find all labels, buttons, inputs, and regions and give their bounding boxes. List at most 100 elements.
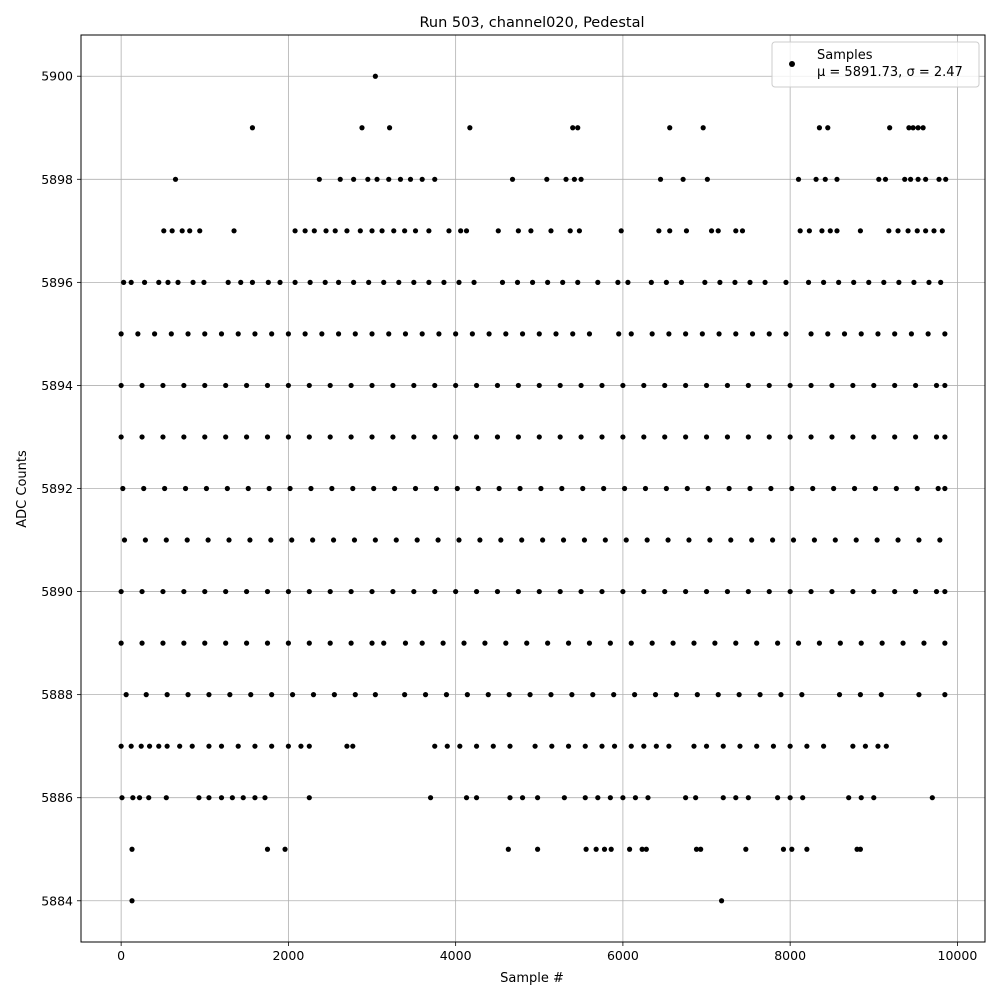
data-point [289,692,296,698]
data-point [804,743,810,749]
data-point [505,846,511,852]
data-point [766,382,772,389]
data-point [808,434,814,440]
data-point [495,228,501,234]
data-point [527,692,533,698]
data-point [822,176,828,182]
data-point [920,125,926,131]
data-point [146,743,153,749]
data-point [625,279,631,285]
data-point [702,279,708,285]
data-point [736,692,742,698]
data-point [419,331,425,337]
data-point [432,743,438,749]
data-point [667,228,673,234]
data-point [942,692,948,698]
data-point [374,176,380,182]
data-point [369,331,375,337]
data-point [715,692,721,698]
data-point [732,279,738,285]
data-point [883,743,889,749]
data-point [139,382,145,389]
data-point [248,692,254,698]
data-point [733,331,739,337]
data-point [857,846,863,852]
data-point [187,228,193,234]
data-point [770,743,777,749]
data-point [570,331,576,337]
data-point [143,692,149,698]
data-point [139,434,145,440]
data-point [775,640,781,646]
data-point [443,692,450,698]
data-point [453,382,459,389]
data-point [412,228,419,234]
data-point [881,279,887,285]
data-point [427,795,434,801]
data-point [703,588,710,595]
data-point [302,228,308,234]
data-point [548,692,554,698]
data-point [269,692,275,698]
data-point [693,795,699,801]
data-point [202,382,208,389]
data-point [813,176,819,182]
data-point [926,279,932,285]
data-point [642,485,649,492]
data-point [224,485,230,492]
data-point [754,640,760,646]
data-point [471,279,477,285]
data-point [733,795,739,801]
data-point [433,485,440,492]
data-point [871,795,877,801]
data-point [561,795,567,801]
data-point [931,228,937,234]
data-point [482,640,488,646]
data-point [141,485,147,492]
data-point [218,795,225,801]
data-point [936,176,942,182]
data-point [464,692,470,698]
data-point [620,588,626,595]
data-point [369,228,375,234]
x-tick-label: 6000 [607,948,639,963]
data-point [440,640,446,646]
data-point [857,228,863,234]
data-point [249,279,256,285]
data-point [942,588,948,595]
data-point [185,331,191,337]
data-point [787,382,793,389]
data-point [548,228,554,234]
legend-label: Samples [817,48,873,63]
data-point [490,743,496,749]
data-point [836,692,843,698]
data-point [892,434,898,440]
data-point [620,795,626,801]
data-point [611,692,617,698]
data-point [872,485,879,492]
data-point [590,692,596,698]
data-point [177,743,183,749]
data-point [834,176,840,182]
data-point [691,743,697,749]
data-point [185,692,191,698]
data-point [160,640,166,646]
data-point [344,743,350,749]
data-point [825,125,831,131]
data-point [311,228,317,234]
data-point [545,279,551,285]
data-point [226,537,232,543]
data-point [560,279,566,285]
data-point [582,743,588,749]
data-point [595,279,601,285]
data-point [757,692,763,698]
data-point [916,692,922,698]
data-point [790,537,797,543]
data-point [426,279,432,285]
data-point [441,279,447,285]
data-point [914,485,920,492]
data-point [285,434,291,440]
data-point [243,382,250,389]
data-point [327,640,333,646]
data-point [628,743,634,749]
